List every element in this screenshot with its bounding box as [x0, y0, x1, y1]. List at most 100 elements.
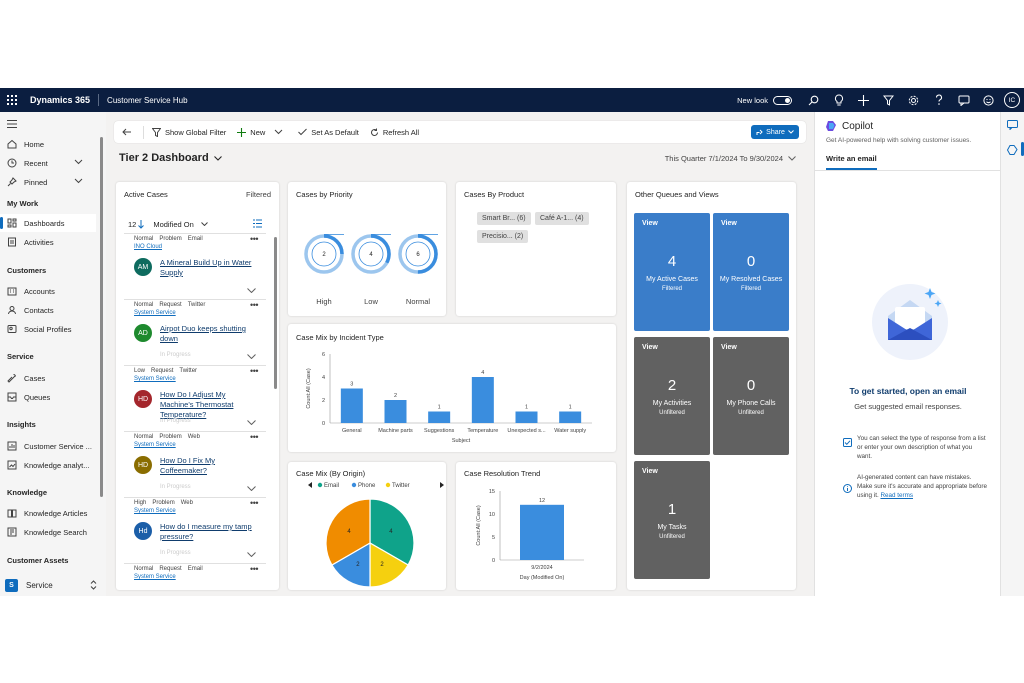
tab-write-an-email[interactable]: Write an email: [826, 154, 877, 170]
case-row[interactable]: High Problem Web System Service ••• Hd How do …: [124, 497, 266, 563]
app-name[interactable]: Dynamics 365: [30, 95, 91, 105]
sidebar-scrollbar[interactable]: [100, 137, 103, 497]
chevron-down-icon[interactable]: [274, 129, 283, 135]
case-owner-link[interactable]: System Service: [134, 442, 176, 448]
tile-label: My Phone Calls: [726, 400, 776, 407]
more-options-icon[interactable]: •••: [250, 234, 258, 244]
sort-bar[interactable]: 12 Modified On: [128, 217, 264, 231]
chevron-down-icon[interactable]: [200, 222, 208, 226]
user-avatar[interactable]: IC: [1004, 92, 1020, 108]
nav-knowledge-search-label: Knowledge Search: [24, 527, 87, 537]
lightbulb-icon[interactable]: [826, 94, 851, 106]
set-as-default-button[interactable]: Set As Default: [298, 128, 359, 137]
conversation-icon[interactable]: [1007, 120, 1018, 130]
y-tick-label: 0: [322, 421, 325, 427]
period-selector[interactable]: This Quarter 7/1/2024 To 9/30/2024: [665, 154, 796, 163]
chevron-down-icon[interactable]: [247, 354, 256, 359]
help-icon[interactable]: [926, 94, 951, 106]
new-look-toggle[interactable]: [773, 95, 792, 105]
queue-tile[interactable]: View 1 My Tasks Unfiltered: [634, 461, 710, 579]
view-options-icon[interactable]: [253, 219, 262, 228]
case-owner-link[interactable]: INO Cloud: [134, 244, 163, 250]
nav-social-profiles[interactable]: Social Profiles: [0, 320, 96, 338]
nav-queues[interactable]: Queues: [0, 388, 96, 406]
chevron-down-icon[interactable]: [247, 288, 256, 293]
tile-view-link[interactable]: View: [642, 468, 658, 475]
product-pill[interactable]: Smart Br... (6): [477, 212, 531, 225]
tile-view-link[interactable]: View: [721, 220, 737, 227]
more-options-icon[interactable]: •••: [250, 300, 258, 310]
home-icon: [7, 139, 17, 149]
nav-recent[interactable]: Recent: [0, 154, 96, 172]
more-options-icon[interactable]: •••: [250, 564, 258, 574]
queue-tile[interactable]: View 4 My Active Cases Filtered: [634, 213, 710, 331]
more-options-icon[interactable]: •••: [250, 432, 258, 442]
nav-home[interactable]: Home: [0, 135, 96, 153]
priority-value: 6: [416, 252, 420, 258]
more-options-icon[interactable]: •••: [250, 366, 258, 376]
hub-name[interactable]: Customer Service Hub: [107, 95, 188, 105]
tile-view-link[interactable]: View: [721, 344, 737, 351]
pie-slice-label: 2: [380, 562, 384, 568]
copilot-title: Copilot: [842, 120, 874, 132]
dashboard-selector[interactable]: Tier 2 Dashboard: [119, 152, 222, 164]
analytics-icon: [7, 460, 17, 470]
case-row[interactable]: Normal Request Twitter System Service ••• AD A…: [124, 299, 266, 365]
nav-knowledge-articles[interactable]: Knowledge Articles: [0, 504, 96, 522]
case-owner-link[interactable]: System Service: [134, 508, 176, 514]
nav-accounts[interactable]: Accounts: [0, 282, 96, 300]
nav-pinned[interactable]: Pinned: [0, 173, 96, 191]
case-row[interactable]: Normal Problem Email INO Cloud ••• AM A Minera…: [124, 233, 266, 299]
sort-field[interactable]: Modified On: [153, 219, 194, 229]
nav-customer-service-insights[interactable]: Customer Service ...: [0, 437, 96, 455]
case-owner-link[interactable]: System Service: [134, 574, 176, 580]
case-title-link[interactable]: How Do I Adjust My Machine's Thermostat …: [160, 390, 234, 419]
nav-cases[interactable]: Cases: [0, 369, 96, 387]
new-button[interactable]: New: [237, 127, 287, 137]
case-list-scrollbar[interactable]: [274, 237, 277, 389]
case-owner-link[interactable]: System Service: [134, 310, 176, 316]
filter-icon[interactable]: [876, 95, 901, 106]
hamburger-menu-icon[interactable]: [7, 120, 17, 128]
queue-tile[interactable]: View 2 My Activities Unfiltered: [634, 337, 710, 455]
case-row[interactable]: Normal Problem Web System Service ••• HD How D…: [124, 431, 266, 497]
nav-knowledge-analytics[interactable]: Knowledge analyt...: [0, 456, 96, 474]
queue-tile[interactable]: View 0 My Phone Calls Unfiltered: [713, 337, 789, 455]
app-launcher-icon[interactable]: [0, 88, 24, 112]
tile-view-link[interactable]: View: [642, 344, 658, 351]
smiley-icon[interactable]: [976, 94, 1001, 106]
chevron-down-icon[interactable]: [247, 420, 256, 425]
case-title-link[interactable]: How Do I Fix My Coffeemaker?: [160, 456, 216, 475]
chevron-down-icon[interactable]: [247, 486, 256, 491]
nav-knowledge-search[interactable]: Knowledge Search: [0, 523, 96, 541]
refresh-all-button[interactable]: Refresh All: [370, 128, 419, 137]
chevron-down-icon[interactable]: [247, 552, 256, 557]
nav-contacts[interactable]: Contacts: [0, 301, 96, 319]
product-pill[interactable]: Café A-1... (4): [535, 212, 589, 225]
product-pill[interactable]: Precisio... (2): [477, 230, 529, 243]
gear-icon[interactable]: [901, 95, 926, 106]
copilot-rail-icon[interactable]: [1007, 145, 1018, 155]
back-arrow-icon[interactable]: [122, 128, 131, 136]
queue-tile[interactable]: View 0 My Resolved Cases Filtered: [713, 213, 789, 331]
more-options-icon[interactable]: •••: [250, 498, 258, 508]
share-button[interactable]: Share: [751, 125, 799, 139]
case-row[interactable]: Low Request Twitter System Service ••• HD How …: [124, 365, 266, 431]
tile-view-link[interactable]: View: [642, 220, 658, 227]
case-title-link[interactable]: How do I measure my tamp pressure?: [160, 522, 252, 541]
case-title-link[interactable]: Airpot Duo keeps shutting down: [160, 324, 246, 343]
priority-value: 4: [369, 252, 373, 258]
case-owner-link[interactable]: System Service: [134, 376, 176, 382]
read-terms-link[interactable]: Read terms: [880, 492, 913, 499]
arrow-down-icon[interactable]: [138, 219, 145, 229]
nav-dashboards[interactable]: Dashboards: [0, 214, 96, 232]
search-icon[interactable]: [801, 95, 826, 106]
case-row[interactable]: Normal Request Email System Service •••: [124, 563, 266, 586]
area-switcher[interactable]: S Service: [0, 575, 106, 595]
case-meta: Normal Problem Web: [134, 434, 206, 440]
chat-icon[interactable]: [951, 95, 976, 106]
show-global-filter-button[interactable]: Show Global Filter: [152, 127, 226, 137]
nav-activities[interactable]: Activities: [0, 233, 96, 251]
case-title-link[interactable]: A Mineral Build Up in Water Supply: [160, 258, 252, 277]
plus-icon[interactable]: [851, 94, 876, 106]
